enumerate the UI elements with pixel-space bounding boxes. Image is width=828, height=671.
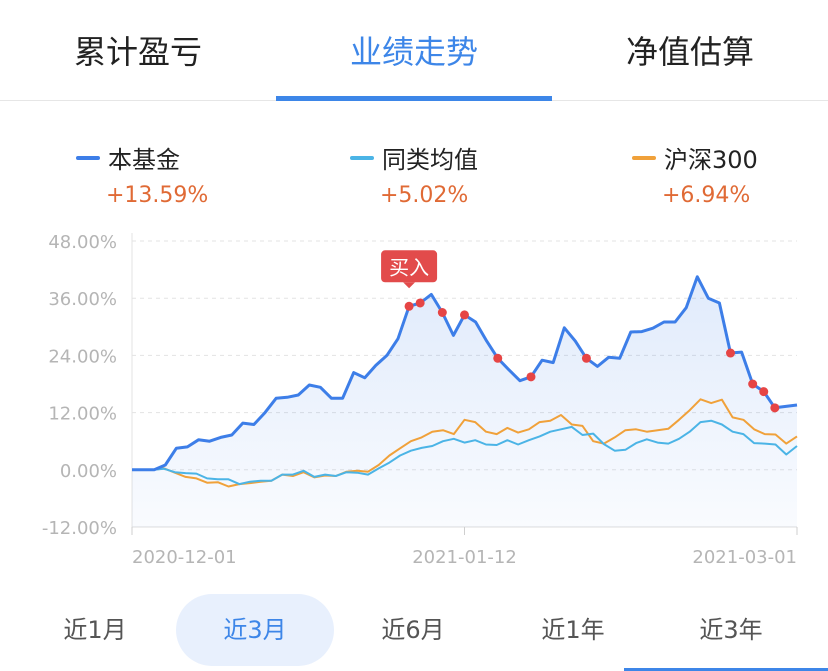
legend-csi300-line: [632, 155, 656, 160]
legend-peer-value: +5.02%: [380, 183, 469, 208]
x-tick-label: 2020-12-01: [132, 547, 237, 568]
y-tick-label: 0.00%: [60, 461, 117, 482]
x-tick-label: 2021-03-01: [692, 547, 797, 568]
y-tick-label: 24.00%: [48, 346, 117, 367]
buy-point: [770, 403, 780, 413]
buy-point: [759, 387, 769, 397]
buy-point: [748, 379, 758, 389]
peer-average-line: [132, 419, 798, 486]
buy-point: [415, 298, 425, 308]
fund-area: [132, 276, 797, 527]
period-3-years[interactable]: 近3年: [699, 616, 763, 644]
legend-peer-line: [350, 155, 374, 160]
buy-point: [581, 353, 591, 363]
legend-fund-value: +13.59%: [106, 183, 209, 208]
tab-performance-trend[interactable]: 业绩走势: [349, 33, 478, 71]
legend-peer-name: 同类均值: [382, 146, 478, 174]
top-tab-bar: 累计盈亏 业绩走势 净值估算: [0, 0, 828, 101]
tab-cumulative-pnl[interactable]: 累计盈亏: [73, 33, 202, 71]
buy-point: [493, 353, 503, 363]
y-tick-label: 12.00%: [48, 404, 117, 425]
tab-nav-estimate[interactable]: 净值估算: [625, 33, 754, 71]
legend-fund: 本基金 +13.59%: [76, 140, 208, 208]
period-3-months[interactable]: 近3月: [176, 594, 334, 666]
buy-point: [726, 348, 735, 358]
performance-chart[interactable]: 48.00% 36.00% 24.00% 12.00% 0.00% -12.00% 2020…: [0, 220, 828, 580]
legend-csi300: 沪深300 +6.94%: [632, 140, 758, 208]
buy-point: [460, 310, 469, 320]
period-6-months[interactable]: 近6月: [381, 616, 445, 644]
buy-badge-pointer: [403, 282, 416, 289]
buy-point: [526, 372, 536, 382]
y-tick-label: 48.00%: [48, 232, 117, 253]
active-tab-indicator: [276, 96, 552, 101]
period-selector: 近1月 近3月 近6月 近1年 近3年: [0, 590, 828, 671]
buy-label: 买入: [389, 255, 429, 279]
legend-fund-line: [76, 155, 100, 160]
legend-csi300-name: 沪深300: [664, 146, 758, 174]
legend-fund-name: 本基金: [108, 146, 180, 174]
legend-peer-average: 同类均值 +5.02%: [350, 140, 478, 208]
buy-point: [437, 308, 447, 317]
y-tick-label: 36.00%: [48, 289, 117, 310]
y-tick-label: -12.00%: [42, 518, 117, 539]
period-1-year[interactable]: 近1年: [541, 616, 605, 644]
buy-badge: [381, 250, 438, 283]
buy-point: [404, 301, 414, 311]
x-tick-label: 2021-01-12: [412, 547, 517, 568]
period-1-month[interactable]: 近1月: [63, 616, 127, 644]
legend-csi300-value: +6.94%: [662, 183, 751, 208]
bottom-indicator: [624, 668, 828, 671]
